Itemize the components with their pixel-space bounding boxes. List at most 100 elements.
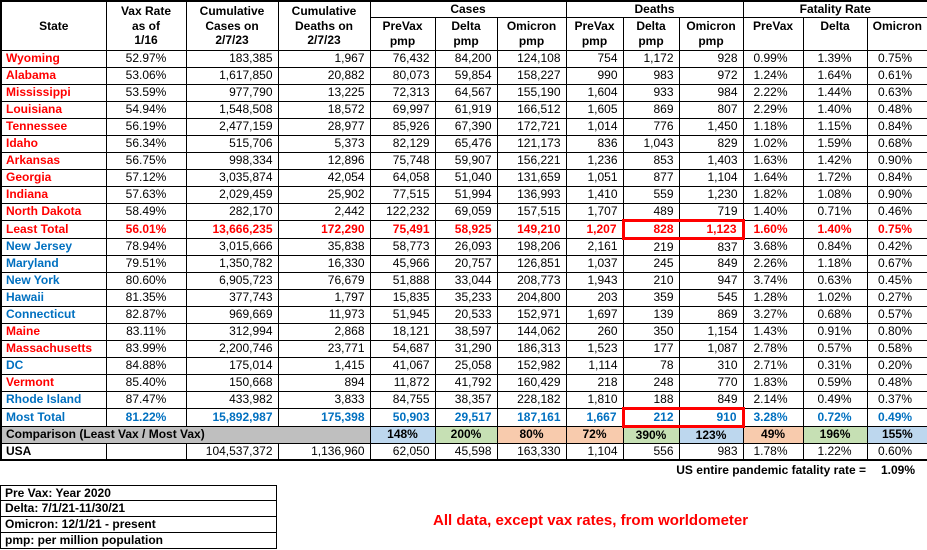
data-cell: 1.02% <box>742 134 804 153</box>
data-cell: 25,058 <box>434 356 498 375</box>
data-cell: 50,903 <box>369 407 436 427</box>
data-cell: 0.63% <box>866 83 927 102</box>
data-cell: 836 <box>565 134 624 153</box>
data-cell: 1,136,960 <box>277 442 371 461</box>
data-cell: 2,477,159 <box>185 117 279 136</box>
data-cell: 770 <box>678 373 744 392</box>
state-cell: New York <box>0 271 107 290</box>
data-cell: 188 <box>622 390 680 409</box>
data-cell: 1,104 <box>678 168 744 187</box>
comparison-value: 155% <box>866 425 927 444</box>
data-cell: 1,943 <box>565 271 624 290</box>
data-cell: 1.39% <box>802 49 868 68</box>
data-cell: 1,697 <box>565 305 624 324</box>
data-cell: 1,415 <box>277 356 371 375</box>
data-cell: 1,450 <box>678 117 744 136</box>
footnote-pmp: pmp: per million population <box>0 533 277 550</box>
data-cell: 0.48% <box>866 100 927 119</box>
table-row-alabama: Alabama 53.06% 1,617,850 20,882 80,073 59,854… <box>0 66 927 85</box>
data-cell: 38,357 <box>434 390 498 409</box>
data-cell: 183,385 <box>185 49 279 68</box>
data-cell: 2,442 <box>277 202 371 221</box>
data-cell: 1.42% <box>802 151 868 170</box>
data-cell: 1,604 <box>565 83 624 102</box>
state-cell: Alabama <box>0 66 107 85</box>
data-cell: 0.58% <box>866 339 927 358</box>
data-cell: 545 <box>678 288 744 307</box>
state-cell: Hawaii <box>0 288 107 307</box>
data-cell: 0.27% <box>866 288 927 307</box>
data-cell: 754 <box>565 49 624 68</box>
state-cell: Arkansas <box>0 151 107 170</box>
data-cell: 0.63% <box>802 271 868 290</box>
data-cell: 776 <box>622 117 680 136</box>
pandemic-fatality-label: US entire pandemic fatality rate = <box>676 463 866 478</box>
data-cell: 1.82% <box>742 185 804 204</box>
data-cell: 198,206 <box>496 237 567 256</box>
state-cell: Least Total <box>0 219 107 239</box>
data-cell: 166,512 <box>496 100 567 119</box>
data-cell: 204,800 <box>496 288 567 307</box>
data-cell: 947 <box>678 271 744 290</box>
col-header-cumulative-cases: Cumulative Cases on 2/7/23 <box>185 0 279 51</box>
table-row-louisiana: Louisiana 54.94% 1,548,508 18,572 69,997 61,9… <box>0 100 927 119</box>
data-cell: 53.06% <box>105 66 187 85</box>
data-cell: 78.94% <box>105 237 187 256</box>
table-row-arkansas: Arkansas 56.75% 998,334 12,896 75,748 59,907 1… <box>0 151 927 170</box>
data-cell: 977,790 <box>185 83 279 102</box>
data-cell: 1,087 <box>678 339 744 358</box>
footnote-omicron: Omicron: 12/1/21 - present <box>0 517 277 534</box>
data-cell: 85.40% <box>105 373 187 392</box>
data-cell: 160,429 <box>496 373 567 392</box>
data-cell: 12,896 <box>277 151 371 170</box>
data-cell: 203 <box>565 288 624 307</box>
data-cell: 41,792 <box>434 373 498 392</box>
data-cell: 869 <box>678 305 744 324</box>
data-cell: 0.60% <box>866 442 927 461</box>
data-cell: 1,667 <box>565 407 624 427</box>
data-cell: 79.51% <box>105 254 187 273</box>
sub-header-fatality-delta: Delta <box>802 16 868 51</box>
data-cell: 57.63% <box>105 185 187 204</box>
data-cell: 1.83% <box>742 373 804 392</box>
data-cell: 219 <box>622 237 680 256</box>
data-cell: 3.28% <box>742 407 804 427</box>
data-cell: 2,200,746 <box>185 339 279 358</box>
data-cell: 837 <box>678 237 744 256</box>
data-cell: 67,390 <box>434 117 498 136</box>
data-cell: 56.75% <box>105 151 187 170</box>
data-cell: 312,994 <box>185 322 279 341</box>
data-cell: 1.40% <box>802 219 868 239</box>
data-cell: 20,757 <box>434 254 498 273</box>
data-cell: 150,668 <box>185 373 279 392</box>
state-cell: Massachusetts <box>0 339 107 358</box>
data-cell: 208,773 <box>496 271 567 290</box>
data-cell: 0.59% <box>802 373 868 392</box>
data-cell: 76,679 <box>277 271 371 290</box>
data-cell <box>105 442 187 461</box>
data-cell: 377,743 <box>185 288 279 307</box>
data-cell: 0.42% <box>866 237 927 256</box>
data-cell: 156,221 <box>496 151 567 170</box>
data-cell: 245 <box>622 254 680 273</box>
data-cell: 3,015,666 <box>185 237 279 256</box>
data-cell: 139 <box>622 305 680 324</box>
data-cell: 57.12% <box>105 168 187 187</box>
data-cell: 350 <box>622 322 680 341</box>
state-cell: DC <box>0 356 107 375</box>
data-cell: 16,330 <box>277 254 371 273</box>
data-cell: 175,014 <box>185 356 279 375</box>
data-cell: 26,093 <box>434 237 498 256</box>
data-cell: 260 <box>565 322 624 341</box>
data-cell: 849 <box>678 390 744 409</box>
data-cell: 489 <box>622 202 680 221</box>
data-cell: 984 <box>678 83 744 102</box>
sub-header-cases-delta: Delta pmp <box>434 16 498 51</box>
data-cell: 928 <box>678 49 744 68</box>
data-cell: 29,517 <box>434 407 498 427</box>
data-cell: 136,993 <box>496 185 567 204</box>
data-cell: 11,872 <box>369 373 436 392</box>
data-cell: 124,108 <box>496 49 567 68</box>
state-cell: Georgia <box>0 168 107 187</box>
data-cell: 894 <box>277 373 371 392</box>
